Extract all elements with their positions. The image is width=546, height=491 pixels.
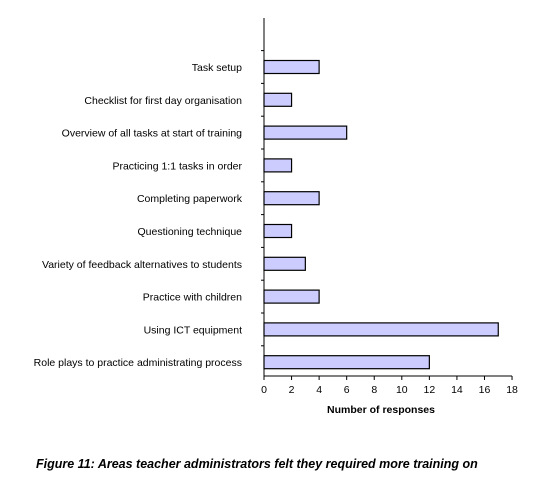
category-label: Completing paperwork <box>137 193 243 205</box>
x-tick-label: 4 <box>316 384 322 396</box>
category-label: Using ICT equipment <box>144 324 243 336</box>
figure-caption: Figure 11: Areas teacher administrators … <box>36 457 478 471</box>
x-axis-title: Number of responses <box>327 404 435 416</box>
x-tick-label: 16 <box>479 384 491 396</box>
x-tick-label: 2 <box>289 384 295 396</box>
category-label: Practicing 1:1 tasks in order <box>112 160 242 172</box>
bar <box>263 158 293 173</box>
category-labels: Task setup Checklist for first day organi… <box>34 62 243 369</box>
category-label: Variety of feedback alternatives to stud… <box>42 259 242 271</box>
category-label: Practice with children <box>143 292 242 304</box>
category-label: Task setup <box>192 62 242 74</box>
bars <box>263 59 499 370</box>
bar <box>263 191 320 206</box>
x-axis: 0 2 4 6 8 10 12 14 16 18 <box>261 375 518 396</box>
bar <box>263 322 499 337</box>
bar <box>263 289 320 304</box>
category-label: Questioning technique <box>138 226 243 238</box>
category-label: Checklist for first day organisation <box>84 95 242 107</box>
category-label: Overview of all tasks at start of traini… <box>62 128 242 140</box>
x-tick-label: 14 <box>451 384 463 396</box>
x-tick-label: 0 <box>261 384 267 396</box>
x-tick-label: 12 <box>424 384 436 396</box>
bar <box>263 355 430 370</box>
x-tick-label: 6 <box>344 384 350 396</box>
category-label: Role plays to practice administrating pr… <box>34 357 242 369</box>
x-tick-label: 8 <box>371 384 377 396</box>
bar <box>263 256 306 271</box>
x-tick-label: 18 <box>506 384 518 396</box>
bar <box>263 59 320 75</box>
bar <box>263 223 293 239</box>
x-tick-label: 10 <box>396 384 408 396</box>
bar <box>263 125 348 140</box>
bar <box>263 92 293 107</box>
bar-chart: Task setup Checklist for first day organi… <box>34 18 518 416</box>
